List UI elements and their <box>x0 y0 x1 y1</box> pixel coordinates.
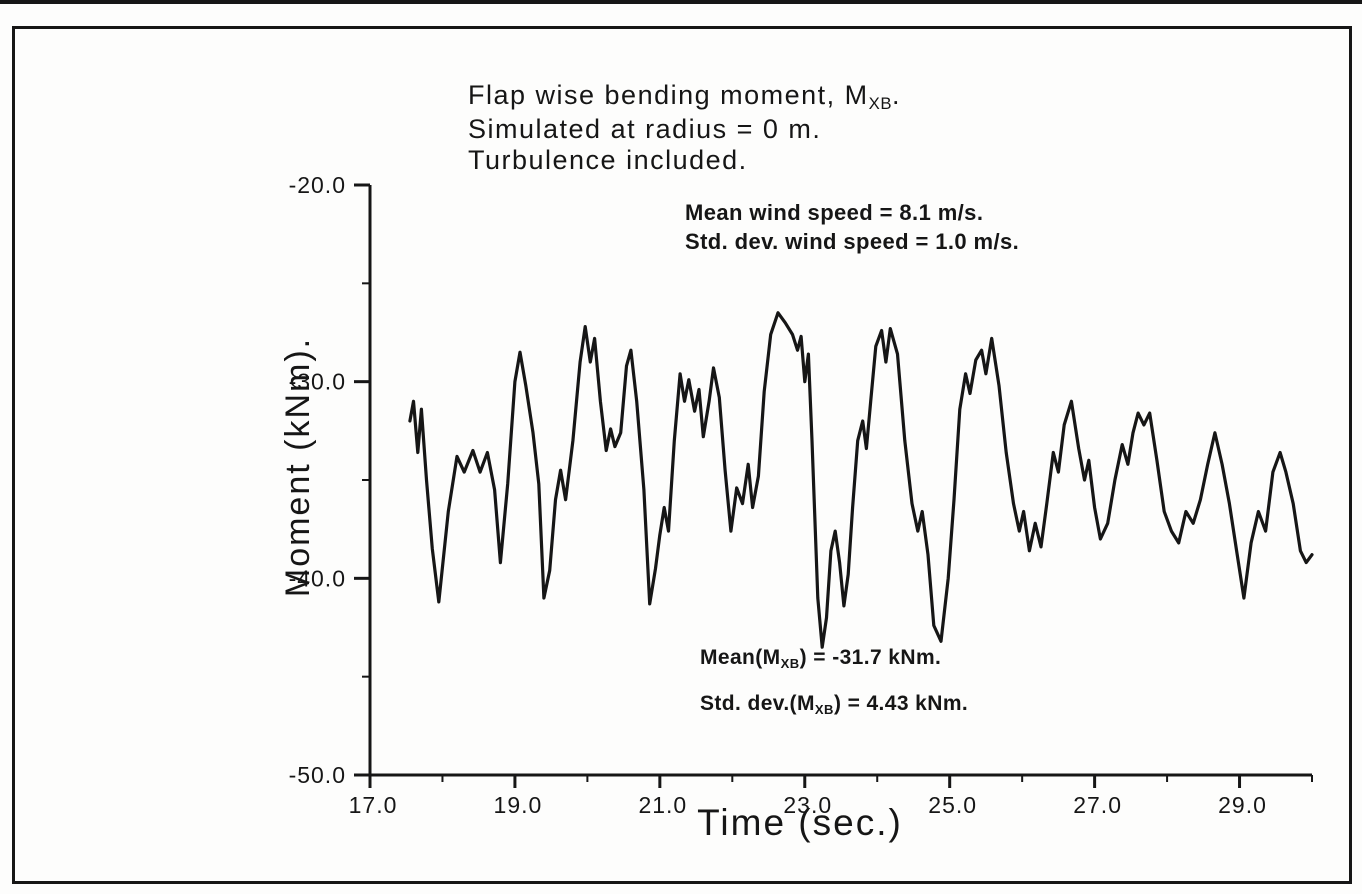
mean-moment-annotation: Mean(MXB) = -31.7 kNm. <box>700 646 942 671</box>
y-tick-label: -40.0 <box>289 565 346 591</box>
chart-title-line2: Simulated at radius = 0 m. <box>468 114 822 144</box>
x-tick-label: 19.0 <box>494 792 543 818</box>
scan-edge-line <box>0 0 1362 4</box>
x-axis-label: Time (sec.) <box>697 802 903 843</box>
x-tick-label: 17.0 <box>349 792 398 818</box>
y-tick-label: -30.0 <box>289 369 346 395</box>
x-tick-label: 21.0 <box>638 792 687 818</box>
y-tick-label: -20.0 <box>289 172 346 198</box>
wind-speed-annotation: Mean wind speed = 8.1 m/s. Std. dev. win… <box>685 198 1019 256</box>
x-tick-label: 27.0 <box>1073 792 1122 818</box>
std-moment-annotation: Std. dev.(MXB) = 4.43 kNm. <box>700 692 969 717</box>
chart-title-line1: Flap wise bending moment, MXB. <box>468 80 902 113</box>
std-wind-speed-text: Std. dev. wind speed = 1.0 m/s. <box>685 229 1020 254</box>
x-tick-label: 25.0 <box>928 792 977 818</box>
x-tick-label: 23.0 <box>783 792 832 818</box>
y-axis-label: Moment (kNm). <box>279 336 317 598</box>
x-tick-label: 29.0 <box>1218 792 1267 818</box>
plot-outer-frame <box>12 26 1352 884</box>
std-subscript: XB <box>814 701 834 717</box>
mean-subscript: XB <box>780 655 800 671</box>
chart-title-line3: Turbulence included. <box>468 145 748 175</box>
moment-trace <box>408 311 1314 649</box>
y-tick-label: -50.0 <box>289 762 346 788</box>
mean-wind-speed-text: Mean wind speed = 8.1 m/s. <box>685 200 984 225</box>
chart-title: Flap wise bending moment, MXB. Simulated… <box>468 80 901 176</box>
title-subscript: XB <box>868 93 892 113</box>
